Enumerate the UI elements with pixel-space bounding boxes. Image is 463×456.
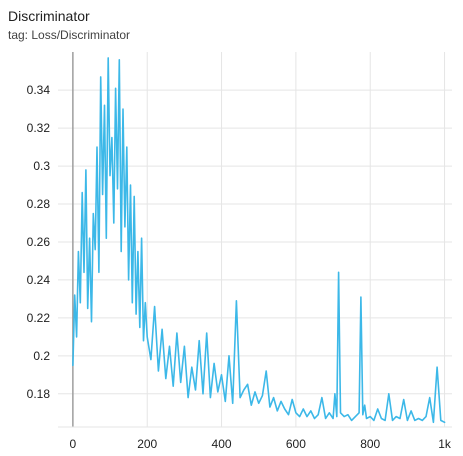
x-tick-label: 0 xyxy=(70,437,77,451)
x-tick-label: 400 xyxy=(212,437,232,451)
chart-tag: tag: Loss/Discriminator xyxy=(8,28,131,42)
y-tick-label: 0.28 xyxy=(27,197,51,211)
y-tick-label: 0.2 xyxy=(33,349,50,363)
y-tick-label: 0.24 xyxy=(27,273,51,287)
y-axis-tick-labels: 0.18 0.2 0.22 0.24 0.26 0.28 0.3 0.32 0.34 xyxy=(27,83,51,401)
x-tick-label: 200 xyxy=(137,437,157,451)
gridlines xyxy=(58,52,452,428)
chart-title: Discriminator xyxy=(8,8,90,24)
y-tick-label: 0.26 xyxy=(27,235,51,249)
y-tick-label: 0.18 xyxy=(27,387,51,401)
y-tick-label: 0.34 xyxy=(27,83,51,97)
y-tick-label: 0.22 xyxy=(27,311,51,325)
series-line xyxy=(72,57,446,424)
y-tick-label: 0.32 xyxy=(27,121,51,135)
x-axis-tick-labels: 0 200 400 600 800 1k xyxy=(70,437,452,451)
x-tick-label: 1k xyxy=(438,437,452,451)
x-tick-label: 800 xyxy=(360,437,380,451)
x-tick-label: 600 xyxy=(286,437,306,451)
series-layer xyxy=(72,57,446,424)
y-tick-label: 0.3 xyxy=(33,159,50,173)
